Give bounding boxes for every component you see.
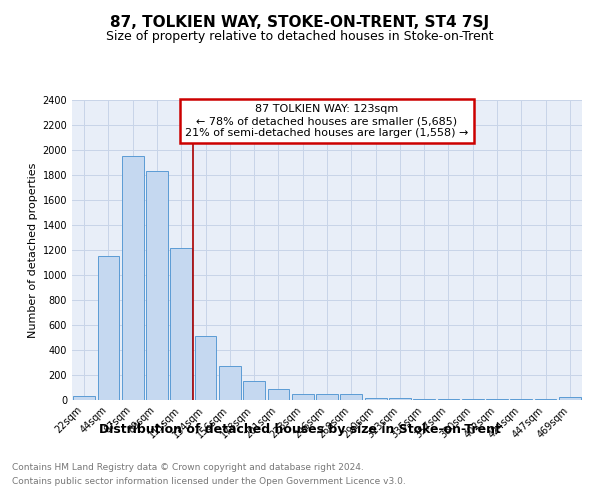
Bar bbox=[292, 394, 314, 400]
Bar bbox=[413, 399, 435, 400]
Bar bbox=[146, 171, 168, 400]
Bar bbox=[122, 156, 143, 400]
Bar bbox=[219, 366, 241, 400]
Text: Contains public sector information licensed under the Open Government Licence v3: Contains public sector information licen… bbox=[12, 478, 406, 486]
Bar bbox=[194, 336, 217, 400]
Bar bbox=[243, 380, 265, 400]
Y-axis label: Number of detached properties: Number of detached properties bbox=[28, 162, 38, 338]
Text: Distribution of detached houses by size in Stoke-on-Trent: Distribution of detached houses by size … bbox=[99, 422, 501, 436]
Bar bbox=[559, 397, 581, 400]
Bar bbox=[389, 398, 411, 400]
Bar bbox=[73, 396, 95, 400]
Bar bbox=[170, 248, 192, 400]
Bar bbox=[268, 389, 289, 400]
Bar bbox=[316, 394, 338, 400]
Text: 87, TOLKIEN WAY, STOKE-ON-TRENT, ST4 7SJ: 87, TOLKIEN WAY, STOKE-ON-TRENT, ST4 7SJ bbox=[110, 15, 490, 30]
Bar bbox=[365, 398, 386, 400]
Text: 87 TOLKIEN WAY: 123sqm
← 78% of detached houses are smaller (5,685)
21% of semi-: 87 TOLKIEN WAY: 123sqm ← 78% of detached… bbox=[185, 104, 469, 138]
Bar bbox=[340, 394, 362, 400]
Bar bbox=[97, 256, 119, 400]
Text: Size of property relative to detached houses in Stoke-on-Trent: Size of property relative to detached ho… bbox=[106, 30, 494, 43]
Text: Contains HM Land Registry data © Crown copyright and database right 2024.: Contains HM Land Registry data © Crown c… bbox=[12, 462, 364, 471]
